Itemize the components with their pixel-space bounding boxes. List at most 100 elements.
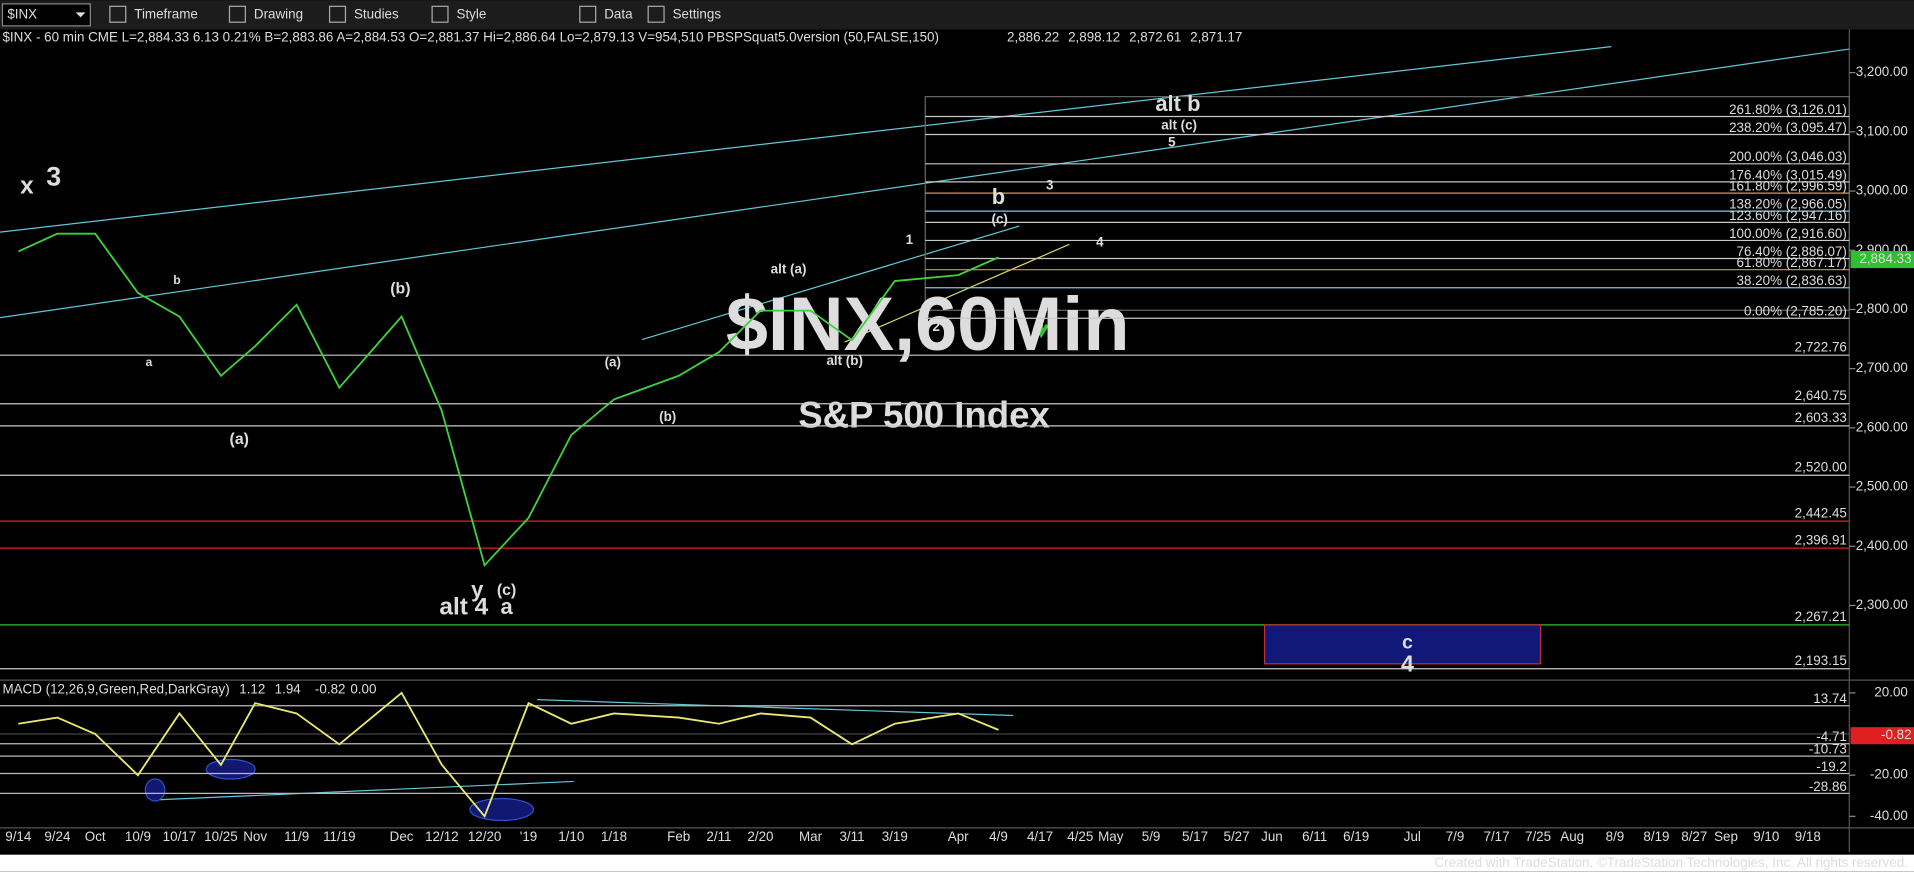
level-label: 2,267.21 bbox=[1795, 609, 1847, 624]
toolbar-button[interactable]: Style bbox=[457, 6, 487, 21]
wave-label: 2 bbox=[933, 319, 940, 334]
y-tick-label: 2,800.00 bbox=[1856, 301, 1908, 316]
y-tick-label: 2,600.00 bbox=[1856, 419, 1908, 434]
x-tick-label: 11/19 bbox=[323, 829, 356, 844]
wave-label: a bbox=[500, 594, 513, 619]
x-tick-label: 1/18 bbox=[601, 829, 627, 844]
wave-label: alt (a) bbox=[771, 262, 807, 277]
x-tick-label: 6/11 bbox=[1302, 829, 1327, 844]
toolbar-button[interactable]: Settings bbox=[673, 6, 722, 21]
down-arrow bbox=[1033, 311, 1049, 339]
wave-label: (c) bbox=[992, 211, 1008, 226]
x-tick-label: Aug bbox=[1560, 829, 1584, 844]
macd-readout: 1.94 bbox=[275, 681, 302, 696]
x-tick-label: 4/17 bbox=[1027, 829, 1053, 844]
wave-label: alt (c) bbox=[1161, 117, 1197, 132]
level-label: -28.86 bbox=[1809, 779, 1847, 794]
toolbar-button[interactable]: Drawing bbox=[254, 6, 303, 21]
toolbar-button[interactable]: Timeframe bbox=[134, 6, 198, 21]
divergence-mark bbox=[205, 758, 256, 780]
header-readout: 2,872.61 bbox=[1129, 30, 1181, 45]
x-tick-label: 5/17 bbox=[1182, 829, 1208, 844]
level-label: -10.73 bbox=[1809, 742, 1847, 757]
macd-readout: 0.00 bbox=[350, 681, 376, 696]
fib-label: 261.80% (3,126.01) bbox=[1729, 102, 1847, 117]
toolbar-button[interactable]: Data bbox=[604, 6, 633, 21]
wave-label: alt 4 bbox=[439, 594, 488, 621]
x-tick-label: Oct bbox=[85, 829, 106, 844]
wave-label: b bbox=[173, 273, 180, 287]
last-price-tag bbox=[1850, 250, 1914, 269]
x-tick-label: 8/9 bbox=[1606, 829, 1625, 844]
level-label: -4.71 bbox=[1816, 729, 1847, 744]
level-label: 2,396.91 bbox=[1795, 532, 1847, 547]
symbol-box[interactable] bbox=[1, 3, 91, 27]
level-label: 2,520.00 bbox=[1795, 459, 1847, 474]
wave-label: alt (b) bbox=[826, 353, 863, 368]
wave-label: 3 bbox=[1046, 177, 1053, 192]
fib-label: 176.40% (3,015.49) bbox=[1729, 167, 1847, 182]
macd-readout: 1.12 bbox=[239, 681, 265, 696]
symbol[interactable]: $INX bbox=[7, 6, 37, 21]
x-tick-label: 6/19 bbox=[1343, 829, 1369, 844]
header-info: $INX - 60 min CME L=2,884.33 6.13 0.21% … bbox=[2, 30, 939, 45]
toolbar-icon bbox=[228, 5, 246, 23]
x-tick-label: 10/17 bbox=[163, 829, 197, 844]
y-tick-label: -20.00 bbox=[1870, 767, 1908, 782]
x-tick-label: Nov bbox=[243, 829, 267, 844]
x-tick-label: 10/9 bbox=[125, 829, 151, 844]
watermark: S&P 500 Index bbox=[798, 394, 1050, 435]
wave-label: (a) bbox=[230, 431, 249, 448]
x-tick-label: 8/27 bbox=[1681, 829, 1707, 844]
wave-label: (c) bbox=[497, 582, 516, 599]
toolbar-button[interactable]: Studies bbox=[354, 6, 399, 21]
wave-label: x bbox=[20, 172, 34, 199]
x-tick-label: Jul bbox=[1404, 829, 1421, 844]
x-tick-label: Mar bbox=[799, 829, 823, 844]
x-tick-label: 11/9 bbox=[284, 829, 309, 844]
header-readout: 2,886.22 bbox=[1007, 30, 1059, 45]
x-tick-label: 10/25 bbox=[204, 829, 238, 844]
target-zone bbox=[1263, 624, 1542, 665]
x-tick-label: 1/10 bbox=[558, 829, 584, 844]
x-tick-label: 2/11 bbox=[706, 829, 731, 844]
header-readout: 2,871.17 bbox=[1190, 30, 1242, 45]
series-line bbox=[18, 691, 999, 819]
y-tick-label: 20.00 bbox=[1874, 684, 1908, 699]
macd-readout: -0.82 bbox=[315, 681, 346, 696]
x-tick-label: 12/12 bbox=[425, 829, 459, 844]
x-tick-label: 9/18 bbox=[1795, 829, 1821, 844]
x-tick-label: Jun bbox=[1261, 829, 1283, 844]
wave-label: 4 bbox=[1401, 651, 1414, 677]
x-tick-label: '19 bbox=[520, 829, 537, 844]
wave-label: 4 bbox=[1096, 235, 1104, 250]
y-tick-label: 2,300.00 bbox=[1856, 597, 1908, 612]
series-line bbox=[17, 232, 999, 568]
x-tick-label: Sep bbox=[1714, 829, 1738, 844]
x-tick-label: 4/9 bbox=[989, 829, 1008, 844]
y-tick-label: 3,000.00 bbox=[1856, 183, 1908, 198]
wave-label: a bbox=[146, 355, 153, 369]
level-label: 2,193.15 bbox=[1795, 653, 1847, 668]
x-tick-label: 3/11 bbox=[839, 829, 864, 844]
last-price-label: 2,884.33 bbox=[1859, 251, 1911, 266]
wave-label: c bbox=[1402, 632, 1413, 654]
y-tick-label: 2,400.00 bbox=[1856, 538, 1908, 553]
dropdown-arrow bbox=[75, 12, 86, 18]
level-label: 2,722.76 bbox=[1795, 339, 1847, 354]
wave-label: 1 bbox=[906, 232, 914, 247]
level-label: -19.2 bbox=[1816, 759, 1847, 774]
y-tick-label: 2,500.00 bbox=[1856, 479, 1908, 494]
x-tick-label: 7/25 bbox=[1525, 829, 1551, 844]
panel-title: MACD (12,26,9,Green,Red,DarkGray) bbox=[2, 681, 229, 696]
x-tick-label: 5/9 bbox=[1142, 829, 1161, 844]
x-tick-label: 5/27 bbox=[1223, 829, 1249, 844]
x-tick-label: May bbox=[1098, 829, 1124, 844]
y-tick-label: 3,200.00 bbox=[1856, 64, 1908, 79]
fib-label: 61.80% (2,867.17) bbox=[1737, 255, 1847, 270]
wave-label: 3 bbox=[46, 162, 61, 192]
x-tick-label: 8/19 bbox=[1643, 829, 1669, 844]
